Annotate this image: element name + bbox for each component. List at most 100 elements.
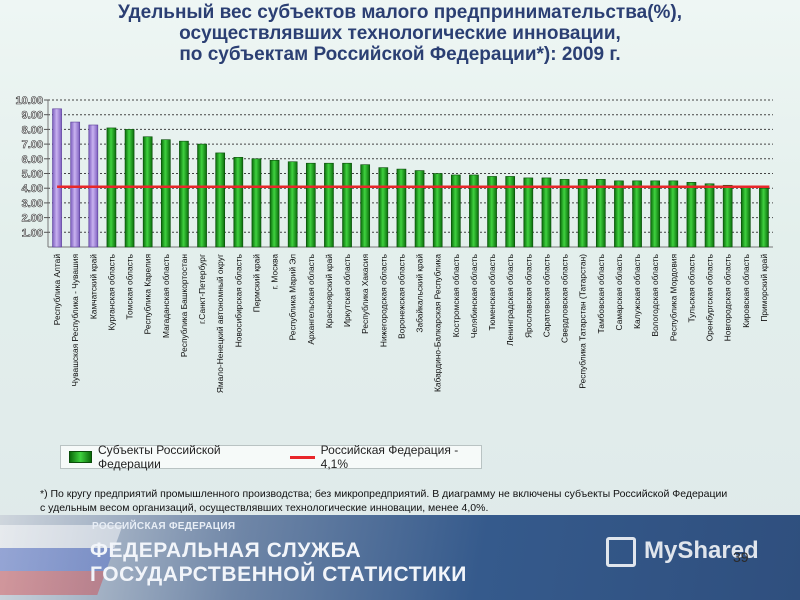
bar <box>614 180 624 248</box>
bar <box>70 121 81 248</box>
bar <box>233 157 244 248</box>
bar <box>523 177 534 248</box>
bar <box>650 180 661 248</box>
x-tick-label: Калужская область <box>632 253 642 329</box>
bar <box>668 180 679 248</box>
bar <box>52 108 62 248</box>
x-tick-label: Республика Марий Эл <box>288 254 298 341</box>
x-tick-label: г.Санкт-Петербург <box>197 254 207 324</box>
legend-line-swatch <box>289 455 315 459</box>
x-tick-label: Магаданская область <box>161 253 171 338</box>
bar <box>179 140 189 248</box>
x-tick-label: Тульская область <box>686 253 696 322</box>
legend-bar-swatch <box>69 451 92 463</box>
x-tick-label: Республика Карелия <box>143 254 153 334</box>
footer-banner: РОССИЙСКАЯ ФЕДЕРАЦИЯ ФЕДЕРАЛЬНАЯ СЛУЖБА … <box>0 515 800 600</box>
y-tick-label: 7.00 <box>22 139 43 151</box>
x-tick-label: Республика Хакасия <box>360 254 370 334</box>
x-tick-label: Самарская область <box>614 253 624 330</box>
bar <box>559 179 570 248</box>
y-tick-label: 4.00 <box>22 183 43 195</box>
x-tick-label: Камчатский край <box>88 254 98 319</box>
x-tick-label: Забайкальский край <box>415 254 425 333</box>
x-tick-label: Чувашская Республика - Чувашия <box>70 254 80 387</box>
x-tick-label: Красноярский край <box>324 254 334 328</box>
chart-icon <box>606 537 636 567</box>
x-tick-label: Республика Мордовия <box>668 254 678 341</box>
bar-chart: 1.00 2.00 3.00 4.00 5.00 6.00 7.00 8.00 9.00 10.0… <box>15 95 773 393</box>
x-tick-label: Вологодская область <box>650 253 660 336</box>
x-tick-label: Оренбургская область <box>705 253 715 341</box>
bar <box>396 168 407 248</box>
x-tick-label: Республика Башкортостан <box>179 254 189 357</box>
y-tick-label: 2.00 <box>22 213 43 225</box>
x-tick-label: Новгородская область <box>723 253 733 341</box>
x-tick-label: Приморский край <box>759 254 769 322</box>
x-tick-label: Тамбовская область <box>596 253 606 333</box>
chart-title: Удельный вес субъектов малого предприним… <box>40 2 760 65</box>
title-line-3: по субъектам Российской Федерации*): 200… <box>179 44 621 65</box>
bar <box>722 184 733 248</box>
y-tick-label: 1.00 <box>22 227 43 239</box>
y-tick-label: 6.00 <box>22 154 43 166</box>
bar <box>577 179 588 248</box>
x-tick-label: Новосибирская область <box>233 253 243 347</box>
legend-series-label: Субъекты Российской Федерации <box>97 443 221 471</box>
gridlines <box>48 99 773 233</box>
x-axis-labels: Республика Алтай Чувашская Республика - Ч… <box>52 253 769 393</box>
bar <box>342 162 352 248</box>
y-tick-label: 3.00 <box>22 198 43 210</box>
bar <box>487 176 497 248</box>
x-tick-label: Архангельская область <box>306 253 316 344</box>
bar <box>269 159 280 248</box>
y-tick-label: 9.00 <box>22 110 43 122</box>
bar <box>432 173 443 248</box>
bar <box>215 152 226 248</box>
y-tick-label: 8.00 <box>22 124 43 136</box>
title-line-1: Удельный вес субъектов малого предприним… <box>117 2 683 23</box>
bar <box>541 177 552 248</box>
x-tick-label: Костромская область <box>451 253 461 337</box>
x-tick-label: Курганская область <box>106 253 116 330</box>
x-tick-label: Воронежская область <box>396 253 406 339</box>
y-tick-label: 5.00 <box>22 169 43 181</box>
bar <box>704 183 715 248</box>
x-tick-label: Республика Татарстан (Татарстан) <box>578 254 588 389</box>
bar <box>686 182 697 248</box>
bar <box>740 186 751 248</box>
bar <box>632 180 642 248</box>
org-country: РОССИЙСКАЯ ФЕДЕРАЦИЯ <box>92 521 236 532</box>
x-tick-label: г. Москва <box>270 254 280 290</box>
x-tick-label: Кировская область <box>741 253 751 327</box>
x-tick-label: Ленинградская область <box>505 253 515 346</box>
bar <box>360 164 371 248</box>
x-tick-label: Ямало-Ненецкий автономный округ <box>215 254 225 393</box>
x-tick-label: Пермский край <box>251 254 261 313</box>
x-tick-label: Свердловская область <box>560 253 570 343</box>
bar <box>142 136 153 248</box>
bar <box>469 174 479 248</box>
myshared-logo: MyShared <box>606 535 766 575</box>
legend-reference-label: Российская Федерация - 4,1% <box>320 443 459 471</box>
logo-text: MyShared <box>644 537 759 564</box>
x-tick-label: Нижегородская область <box>378 253 388 347</box>
title-line-2: осуществлявших технологические инновации… <box>179 23 621 44</box>
bar <box>305 162 316 248</box>
bar <box>124 129 135 248</box>
bar <box>251 158 262 248</box>
bar <box>378 167 389 248</box>
bar <box>160 139 171 248</box>
bar <box>414 170 425 248</box>
footnote: *) По кругу предприятий промышленного пр… <box>40 488 728 514</box>
x-tick-label: Иркутская область <box>342 253 352 327</box>
bar <box>287 161 298 248</box>
x-tick-label: Челябинская область <box>469 253 479 338</box>
x-tick-label: Тюменская область <box>487 253 497 330</box>
x-tick-label: Кабардино-Балкарская Республика <box>433 254 443 392</box>
bar <box>324 162 334 248</box>
x-tick-label: Томская область <box>125 253 135 319</box>
bar <box>197 143 207 248</box>
org-name-line-1: ФЕДЕРАЛЬНАЯ СЛУЖБА <box>90 539 362 562</box>
page-number: 39 <box>733 549 749 565</box>
bar <box>595 179 606 248</box>
